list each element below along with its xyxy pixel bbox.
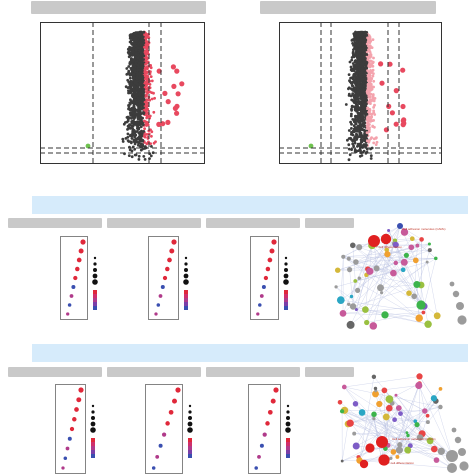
volcano-left-points [85,30,185,161]
network-row2-label-tcell: T cell differentiation [388,461,414,465]
enrich-row2-header-2 [107,367,201,377]
dotplot-row1-2 [148,236,189,320]
enrich-row1-header-2 [107,218,201,228]
network-row1-label-tcell: T cell differentiation [376,245,402,249]
volcano-plot-right [279,22,442,164]
enrich-row2-header-4 [305,367,354,377]
dotplot-row1-1 [60,236,98,320]
dotplot-row2-1 [55,384,96,474]
network-row1-label-cams: Cell adhesion molecules (CAMs) [402,227,446,231]
volcano-plot-left [40,22,205,164]
network-row2: Cell adhesion molecules (CAMs) T cell di… [337,373,469,473]
enrich-row2-header-1 [8,367,102,377]
volcano-left-header [31,1,206,14]
section-band-2 [32,344,468,362]
enrich-row1-header-3 [206,218,300,228]
section-band-1 [32,196,468,214]
dotplot-row1-3 [250,236,289,320]
dotplot-row2-2 [145,384,193,474]
volcano-right-header [260,1,436,14]
volcano-right-points [308,30,407,162]
network-row1: Cell adhesion molecules (CAMs) T cell di… [334,223,467,330]
enrich-row1-header-4 [305,218,354,228]
network-row2-label-cams: Cell adhesion molecules (CAMs) [392,437,436,441]
dotplot-row2-3 [248,384,291,474]
enrich-row2-header-3 [206,367,300,377]
enrich-row1-header-1 [8,218,102,228]
